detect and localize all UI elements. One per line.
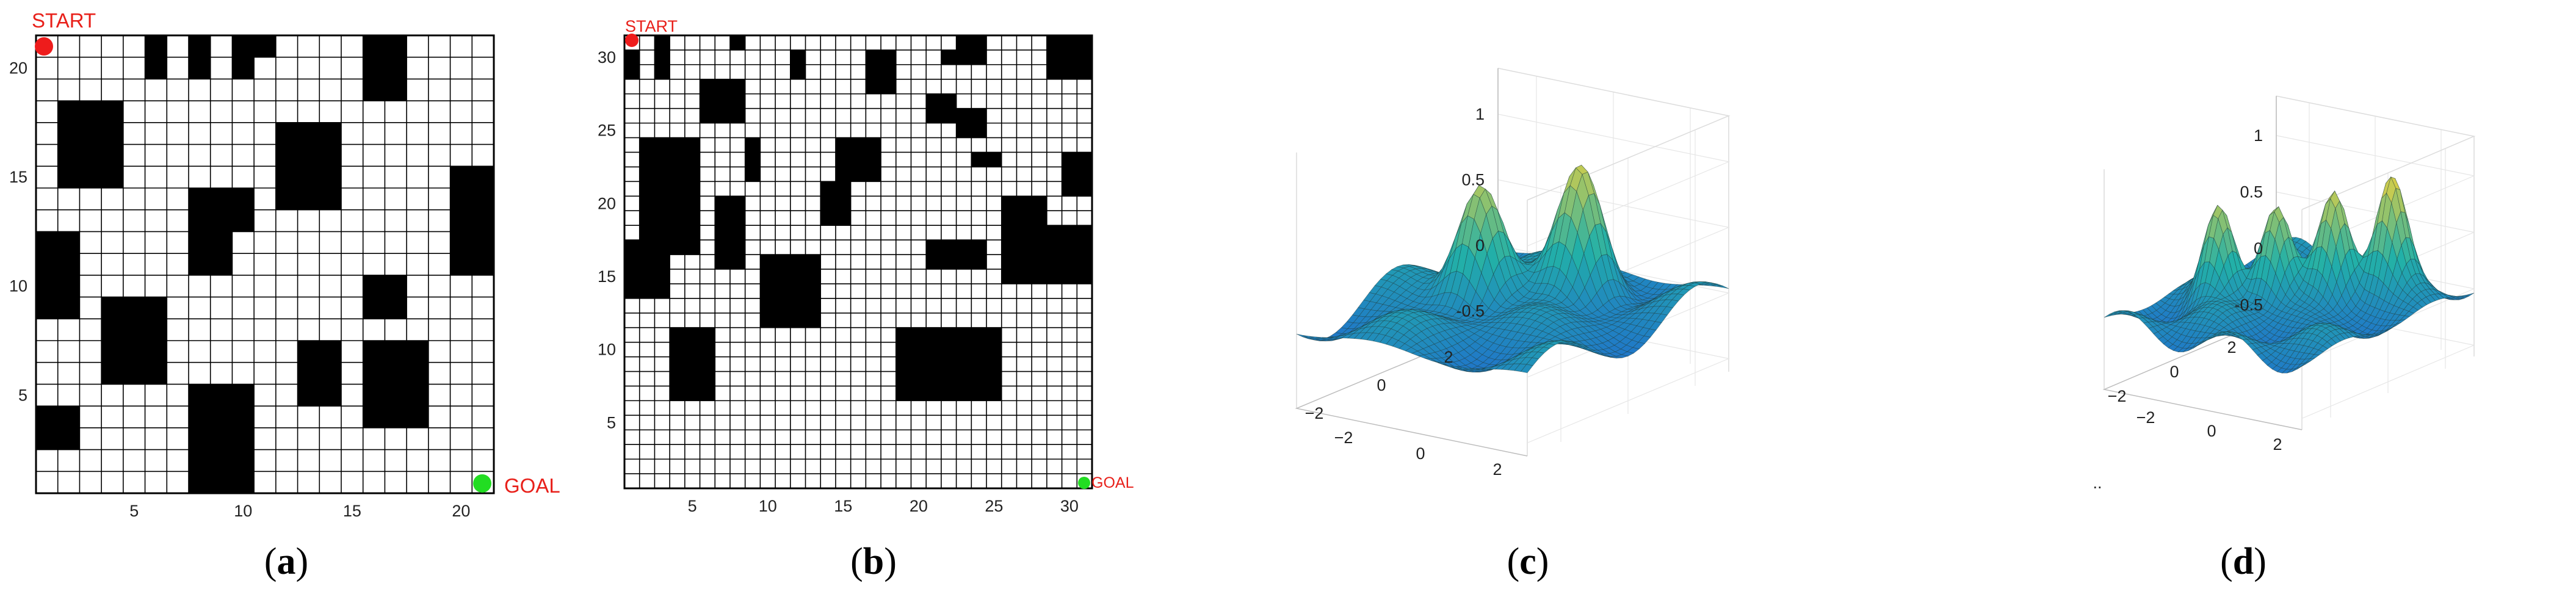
grid-line (2276, 135, 2476, 250)
panel-c-axes-box (1295, 68, 1731, 457)
panel-a-start-label: START (32, 9, 96, 32)
panel-b-grid-map: 5 10 15 20 25 30 5 10 15 20 25 30 START GOAL (598, 17, 1134, 515)
y-tick-label: 0 (1377, 376, 1386, 394)
panel-a-x-ticks: 5 10 15 20 (129, 502, 470, 520)
obstacle-block (895, 327, 1002, 401)
obstacle-block (189, 384, 255, 493)
x-tick-label: 30 (1060, 497, 1079, 515)
x-tick-label: 25 (985, 497, 1003, 515)
x-tick-label: 20 (910, 497, 928, 515)
y-tick-label: 2 (2227, 338, 2236, 356)
panel-b-goal-label: GOAL (1091, 474, 1134, 491)
obstacle-block (729, 35, 745, 50)
surface-patch (2296, 363, 2307, 370)
z-tick-label: 0.5 (2240, 183, 2263, 201)
panel-b-caption: (b) (850, 541, 897, 582)
x-tick-label: 2 (1492, 460, 1502, 479)
y-tick-label: 2 (1444, 348, 1453, 366)
y-tick-label: 5 (607, 413, 616, 432)
panel-b-start-label: START (625, 17, 678, 35)
panel-a-start-marker (35, 37, 53, 56)
panel-b-goal-marker (1078, 477, 1090, 489)
x-tick-label: 5 (129, 502, 139, 520)
panel-d-surface-plot: 1 0.5 0 -0.5 2 0 −2 −2 0 2.. (2093, 95, 2476, 492)
y-tick-label: 5 (18, 386, 27, 404)
obstacle-block (835, 137, 881, 182)
y-tick-label: 25 (598, 121, 616, 140)
surface-patch (1520, 364, 1533, 374)
y-tick-label: 20 (598, 194, 616, 212)
y-tick-label: 10 (598, 341, 616, 359)
panel-a-grid-map: 5 10 15 20 5 10 15 20 START GOAL (9, 9, 560, 520)
z-tick-label: -0.5 (1456, 302, 1485, 320)
panel-a-y-ticks: 5 10 15 20 (9, 59, 27, 405)
x-tick-label: −2 (2136, 408, 2155, 427)
panel-c-surface-plot: 1 0.5 0 -0.5 2 0 −2 −2 0 2 (1295, 68, 1731, 479)
x-tick-label: 15 (834, 497, 852, 515)
y-tick-label: −2 (2108, 387, 2127, 405)
x-tick-label: 2 (2273, 435, 2282, 454)
x-tick-label: 15 (343, 502, 361, 520)
z-tick-label: 0.5 (1461, 171, 1485, 189)
panel-b-x-ticks: 5 10 15 20 25 30 (688, 497, 1079, 515)
box-edge (1497, 68, 1731, 201)
panel-c-caption: (c) (1507, 541, 1549, 582)
y-tick-label: 30 (598, 48, 616, 67)
obstacle-block (654, 35, 670, 79)
panel-b-obstacles (624, 35, 1092, 401)
panel-b-grid-lines (624, 35, 1092, 488)
x-tick-label: 20 (452, 502, 470, 520)
z-tick-label: 1 (2254, 126, 2263, 145)
panel-a-obstacles (36, 35, 494, 493)
y-tick-label: 20 (9, 59, 27, 78)
panel-d-stray-mark: .. (2093, 474, 2102, 492)
panel-a-goal-marker (473, 474, 491, 493)
panel-b-border (623, 34, 1093, 490)
panel-a-grid-lines (36, 35, 494, 493)
obstacle-block (745, 137, 761, 182)
panel-a-goal-label: GOAL (504, 474, 560, 497)
x-tick-label: 0 (2207, 422, 2216, 440)
x-tick-label: 10 (759, 497, 777, 515)
z-tick-label: -0.5 (2234, 296, 2263, 314)
box-edge (2276, 95, 2476, 210)
panel-a-caption: (a) (264, 541, 308, 582)
panel-c-tick-labels: 1 0.5 0 -0.5 2 0 −2 −2 0 2 (1305, 105, 1502, 479)
y-tick-label: −2 (1305, 404, 1324, 422)
y-tick-label: 15 (9, 168, 27, 186)
z-tick-label: 0 (1475, 236, 1485, 255)
panel-b-start-marker (625, 34, 639, 47)
obstacle-block (670, 327, 715, 401)
x-tick-label: −2 (1334, 429, 1353, 447)
obstacle-block (700, 79, 745, 123)
z-tick-label: 1 (1475, 105, 1485, 123)
x-tick-label: 5 (688, 497, 697, 515)
obstacle-block (1046, 35, 1092, 79)
x-tick-label: 0 (1416, 444, 1425, 463)
y-tick-label: 15 (598, 267, 616, 286)
panel-d-surface-mesh (2104, 176, 2475, 374)
panel-d-caption: (d) (2220, 541, 2267, 582)
z-tick-label: 0 (2254, 239, 2263, 258)
y-tick-label: 0 (2169, 363, 2179, 381)
panel-b-y-ticks: 5 10 15 20 25 30 (598, 48, 616, 432)
panel-c-surface-mesh (1296, 164, 1729, 374)
x-tick-label: 10 (234, 502, 252, 520)
panel-d-tick-labels: 1 0.5 0 -0.5 2 0 −2 −2 0 2 (2108, 126, 2282, 454)
obstacle-block (254, 35, 276, 57)
panel-a-border (35, 34, 495, 494)
box-edge (2102, 316, 2303, 430)
y-tick-label: 10 (9, 277, 27, 295)
